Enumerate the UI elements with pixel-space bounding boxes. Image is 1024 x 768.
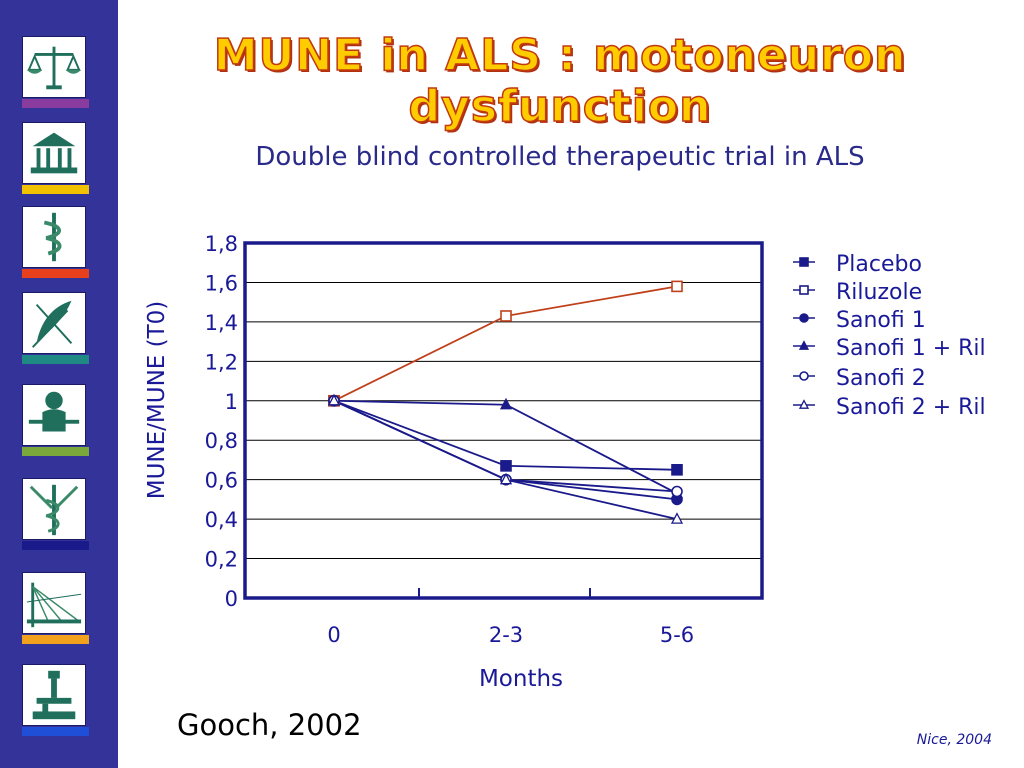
quill-icon: [32, 300, 73, 348]
x-tick-label: 5-6: [660, 623, 694, 647]
y-axis-title: MUNE/MUNE (T0): [144, 301, 170, 500]
scales-icon: [26, 46, 82, 90]
data-point: [327, 393, 341, 406]
legend-marker: [799, 285, 809, 295]
y-tick-label: 1,2: [205, 350, 238, 374]
legend-marker: [798, 399, 810, 409]
sidebar-color-bar: [22, 541, 89, 550]
data-point: [499, 397, 513, 410]
data-point: [671, 464, 683, 476]
legend-label: Sanofi 2 + Ril: [836, 395, 986, 420]
temple-icon: [30, 132, 78, 174]
sidebar-tile: [22, 664, 86, 726]
plot-frame: [243, 241, 764, 600]
y-tick-label: 0,6: [205, 469, 238, 493]
y-tick-label: 0: [225, 587, 238, 611]
data-point: [671, 485, 683, 498]
sidebar: [0, 0, 118, 768]
slide-title: MUNE in ALS : motoneuron dysfunction: [213, 29, 907, 133]
data-point: [500, 460, 512, 472]
sidebar-color-bar: [22, 269, 89, 278]
sidebar-color-bar: [22, 635, 89, 644]
legend-label: Placebo: [836, 252, 922, 277]
legend-label: Sanofi 1: [836, 308, 926, 333]
caduceus-wings-icon: [29, 484, 79, 536]
citation: Gooch, 2002: [177, 708, 362, 742]
sidebar-color-bar: [22, 99, 89, 108]
series-line: [333, 285, 678, 402]
y-tick-label: 0,8: [205, 429, 238, 453]
legend-marker: [799, 371, 809, 381]
x-axis-title: Months: [479, 666, 563, 692]
legend-marker: [799, 313, 809, 323]
sidebar-color-bar: [22, 727, 89, 736]
slide-subtitle: Double blind controlled therapeutic tria…: [255, 142, 865, 172]
footer-location-date: Nice, 2004: [916, 732, 992, 748]
sidebar-tile: [22, 478, 86, 540]
sidebar-color-bar: [22, 447, 89, 456]
y-tick-label: 1,8: [205, 232, 238, 256]
series-line: [333, 399, 678, 520]
x-tick-label: 0: [327, 623, 340, 647]
legend-marker: [799, 257, 809, 267]
figure-icon: [28, 391, 80, 432]
sidebar-tile: [22, 122, 86, 184]
y-tick-label: 0,2: [205, 548, 238, 572]
y-tick-label: 1,4: [205, 311, 238, 335]
sidebar-tile: [22, 572, 86, 634]
legend-label: Sanofi 2: [836, 366, 926, 391]
microscope-icon: [32, 670, 76, 720]
y-tick-label: 1,6: [205, 271, 238, 295]
data-point: [500, 310, 512, 322]
legend-marker: [798, 340, 810, 350]
y-tick-label: 1: [225, 390, 238, 414]
x-tick-label: 2-3: [489, 623, 523, 647]
y-tick-label: 0,4: [205, 508, 238, 532]
sidebar-tile: [22, 36, 86, 98]
data-point: [499, 472, 513, 485]
sidebar-color-bar: [22, 355, 89, 364]
sidebar-tile: [22, 384, 86, 446]
sidebar-color-bar: [22, 185, 89, 194]
legend-label: Riluzole: [836, 280, 922, 305]
sidebar-tile: [22, 206, 86, 268]
caduceus-icon: [43, 212, 62, 262]
data-point: [670, 512, 684, 524]
bridge-icon: [26, 582, 82, 628]
data-point: [671, 280, 683, 293]
series-line: [333, 399, 678, 471]
sidebar-tile: [22, 292, 86, 354]
legend-label: Sanofi 1 + Ril: [836, 336, 986, 361]
